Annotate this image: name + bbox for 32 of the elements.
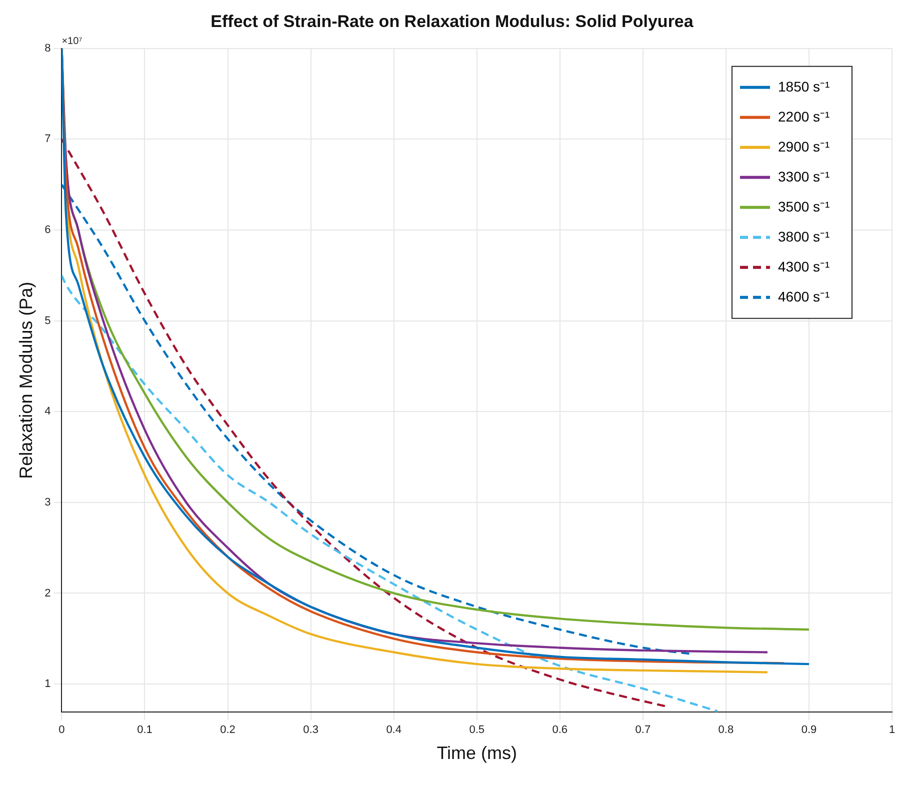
x-tick-label: 0.2 — [220, 724, 236, 736]
x-axis-title: Time (ms) — [436, 743, 518, 764]
y-tick-label: 6 — [44, 224, 51, 236]
y-tick-label: 5 — [44, 314, 51, 327]
line-series — [62, 274, 719, 712]
y-tick-label: 1 — [44, 678, 51, 690]
x-tick-label: 0.6 — [552, 724, 568, 736]
y-tick-label: 4 — [44, 406, 51, 418]
x-tick-label: 0.5 — [469, 724, 485, 736]
y-axis-title: Relaxation Modulus (Pa) — [16, 282, 36, 479]
legend-label: 3300 s⁻¹ — [778, 168, 830, 184]
x-tick-label: 0 — [58, 724, 65, 736]
legend-label: 2900 s⁻¹ — [778, 138, 830, 154]
y-tick-label: 2 — [44, 587, 51, 600]
legend-label: 4600 s⁻¹ — [778, 288, 830, 304]
chart-title: Effect of Strain-Rate on Relaxation Modulus: Solid Polyurea — [210, 12, 694, 31]
x-tick-label: 1 — [888, 724, 896, 736]
x-tick-label: 0.1 — [137, 724, 152, 736]
x-tick-label: 0.4 — [386, 724, 402, 736]
y-tick-label: 3 — [44, 496, 51, 508]
legend-label: 4300 s⁻¹ — [778, 258, 830, 274]
x-tick-label: 0.9 — [801, 724, 817, 736]
x-tick-label: 0.7 — [635, 724, 651, 736]
x-tick-label: 0.8 — [718, 724, 734, 736]
text: ×10⁷ — [62, 36, 83, 48]
legend-label: 3500 s⁻¹ — [778, 198, 830, 214]
y-tick-label: 7 — [44, 133, 51, 146]
legend-label: 2200 s⁻¹ — [778, 108, 830, 124]
y-tick-label: 8 — [44, 42, 51, 54]
legend-label: 1850 s⁻¹ — [778, 78, 830, 94]
legend-label: 3800 s⁻¹ — [778, 228, 830, 244]
x-tick-label: 0.3 — [303, 724, 318, 736]
